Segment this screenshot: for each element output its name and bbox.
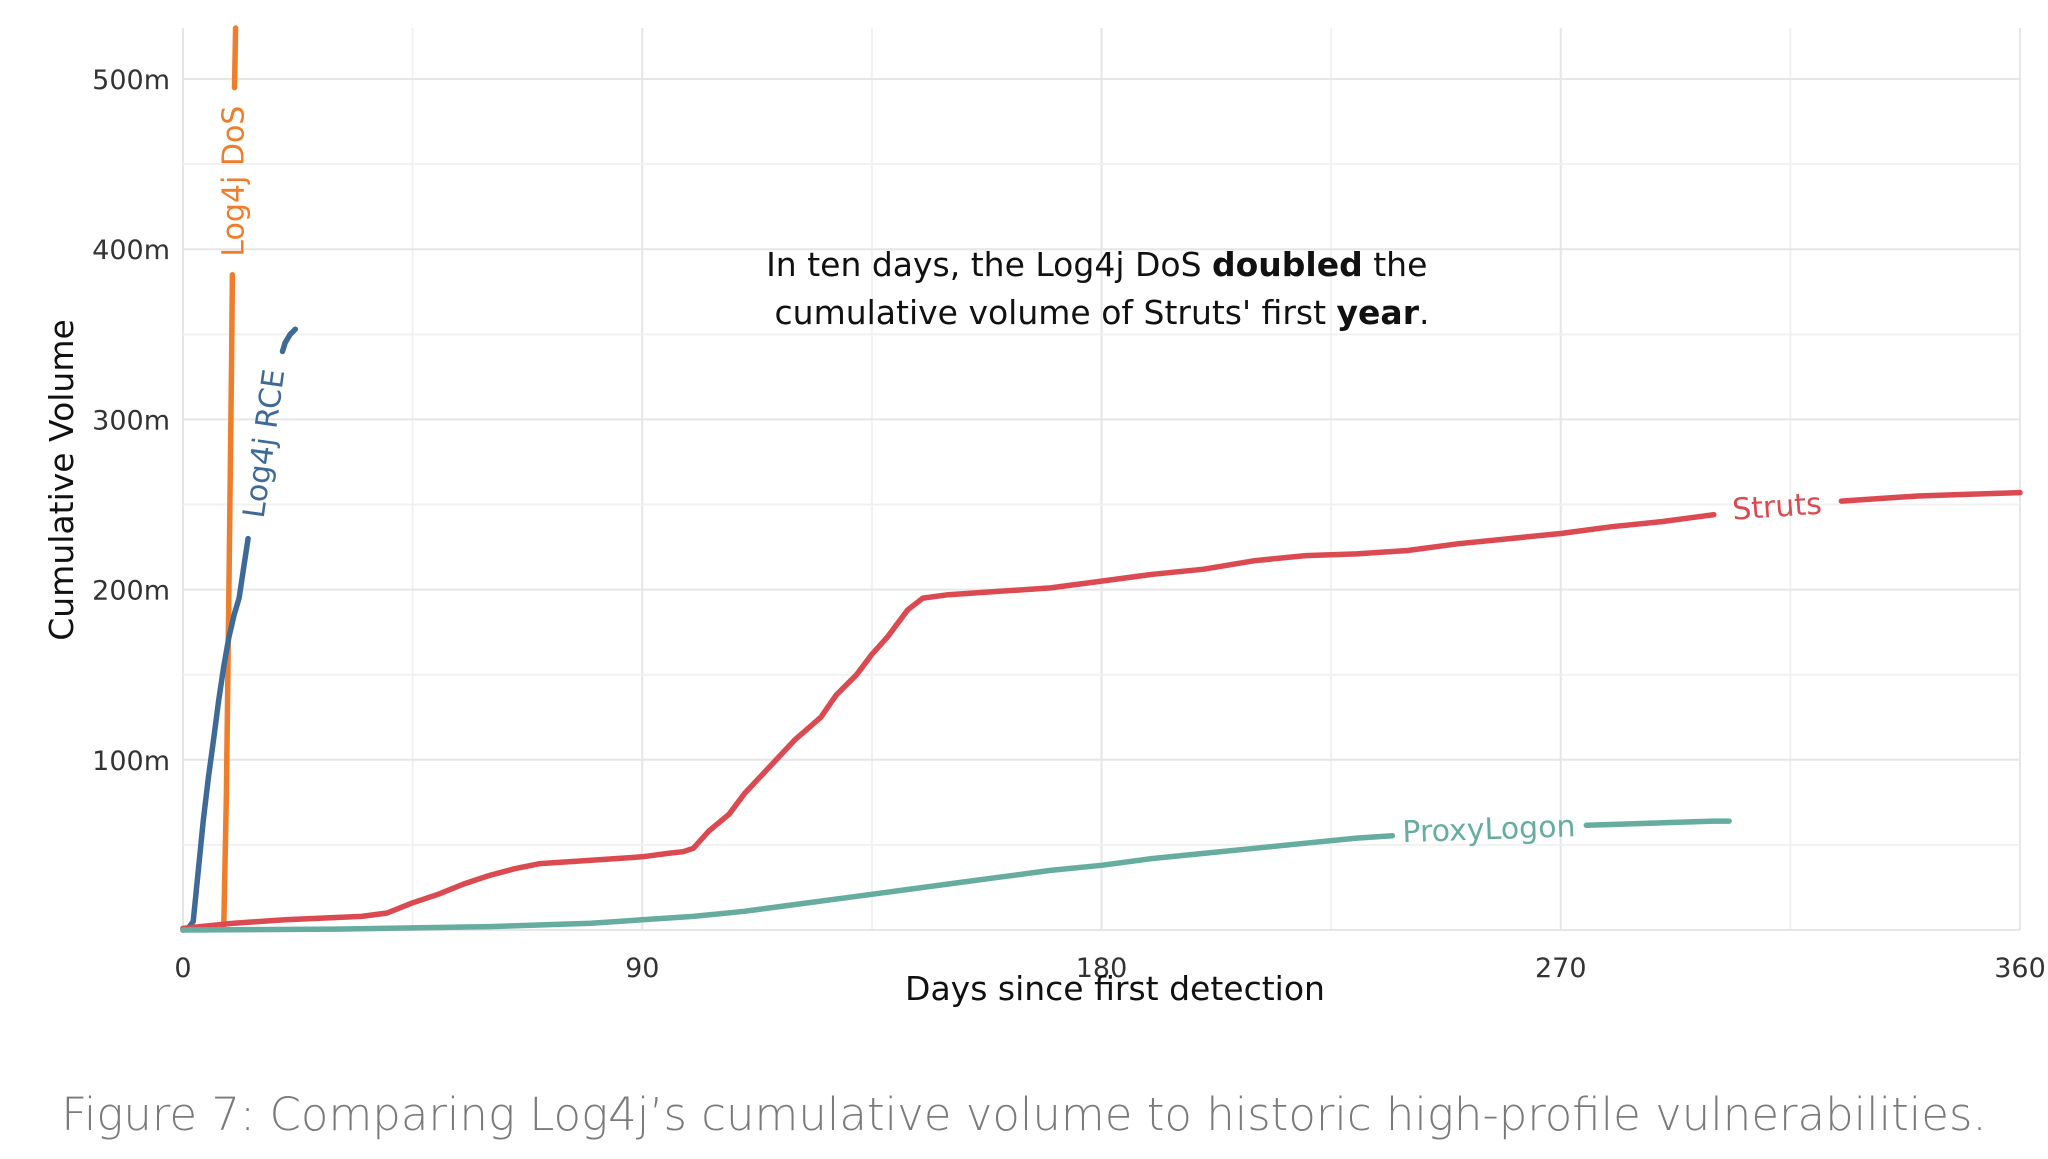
series-label-log4j-dos: Log4j DoS xyxy=(216,106,251,257)
figure-caption: Figure 7: Comparing Log4j’s cumulative v… xyxy=(61,1088,1987,1141)
series-label-struts: Struts xyxy=(1731,487,1823,528)
series-line-proxylogon xyxy=(1583,818,1732,829)
x-tick-label: 180 xyxy=(1076,953,1128,984)
series-line-proxylogon xyxy=(180,832,1396,933)
y-axis-title: Cumulative Volume xyxy=(42,319,81,641)
series-line-log4j-rce xyxy=(180,535,251,933)
series-line-struts xyxy=(180,511,1717,932)
annotation-line-2-pre: cumulative volume of Struts' first xyxy=(775,293,1337,332)
annotation-line-2: cumulative volume of Struts' first year. xyxy=(775,293,1430,332)
x-tick-label: 360 xyxy=(1994,953,2046,984)
x-tick-label: 270 xyxy=(1535,953,1587,984)
x-tick-label: 90 xyxy=(625,953,659,984)
annotation-line-2-post: . xyxy=(1419,293,1430,332)
series-line-log4j-dos xyxy=(231,25,239,91)
y-tick-label: 100m xyxy=(92,746,170,777)
axis-ticks: 0 90 180 270 360 100m 200m 300m 400m 500m xyxy=(92,65,2046,984)
series-label-proxylogon: ProxyLogon xyxy=(1402,809,1576,850)
y-tick-label: 200m xyxy=(92,576,170,607)
x-tick-label: 0 xyxy=(174,953,191,984)
series-line-struts xyxy=(1838,489,2023,504)
x-axis-title: Days since first detection xyxy=(905,969,1325,1008)
series-label-log4j-rce: Log4j RCE xyxy=(237,367,293,520)
series-lines xyxy=(180,25,2023,933)
annotation-line-1-pre: In ten days, the Log4j DoS xyxy=(766,245,1212,284)
series-line-log4j-rce xyxy=(279,326,299,355)
series-labels: Log4j DoS Log4j RCE Struts ProxyLogon xyxy=(216,106,1822,851)
annotation-line-1-bold: doubled xyxy=(1212,245,1363,284)
grid xyxy=(182,28,2021,931)
annotation-line-2-bold: year xyxy=(1337,293,1420,332)
series-line-log4j-dos xyxy=(180,272,236,933)
y-tick-label: 500m xyxy=(92,65,170,96)
y-tick-label: 300m xyxy=(92,405,170,436)
annotation-line-1: In ten days, the Log4j DoS doubled the xyxy=(766,245,1427,284)
annotation-line-1-post: the xyxy=(1363,245,1428,284)
annotation-text: In ten days, the Log4j DoS doubled the c… xyxy=(766,245,1438,332)
y-tick-label: 400m xyxy=(92,235,170,266)
